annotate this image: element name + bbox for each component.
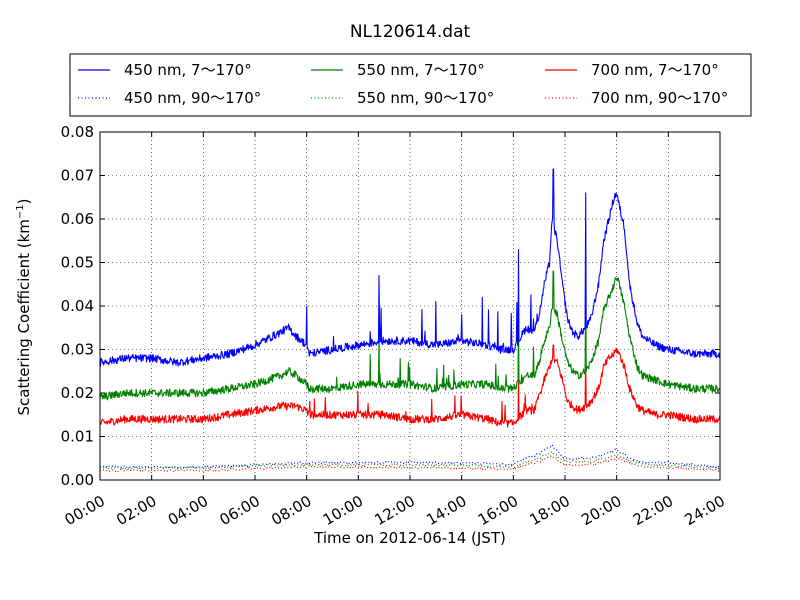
x-tick-label: 20:00 bbox=[578, 492, 624, 529]
x-tick-label: 04:00 bbox=[165, 492, 211, 529]
series-line-1 bbox=[99, 168, 721, 367]
y-tick-label: 0.03 bbox=[61, 341, 94, 359]
chart-title: NL120614.dat bbox=[350, 22, 471, 42]
y-tick-label: 0.02 bbox=[61, 384, 94, 402]
y-tick-label: 0.04 bbox=[61, 297, 94, 315]
x-tick-label: 02:00 bbox=[113, 492, 159, 529]
x-tick-label: 16:00 bbox=[475, 492, 521, 529]
plot-area: 00:00 02:00 04:00 06:00 08:00 10:00 12:00 14:00… bbox=[61, 123, 728, 529]
x-tick-label: 24:00 bbox=[682, 492, 728, 529]
y-tick-label: 0.06 bbox=[61, 210, 94, 228]
series-lines bbox=[99, 168, 721, 473]
legend-box bbox=[69, 53, 752, 117]
legend-label: 550 nm, 7～170° bbox=[357, 61, 485, 79]
y-tick-label: 0.00 bbox=[61, 471, 94, 489]
series-line-6 bbox=[99, 455, 721, 473]
x-tick-label: 14:00 bbox=[423, 492, 469, 529]
y-axis-label-main: Scattering Coefficient (km bbox=[15, 219, 33, 415]
x-tick-label: 10:00 bbox=[320, 492, 366, 529]
legend-label: 450 nm, 7～170° bbox=[124, 61, 252, 79]
legend: 450 nm, 7～170° 450 nm, 90～170° 550 nm, 7～1… bbox=[69, 53, 752, 117]
legend-label: 450 nm, 90～170° bbox=[124, 89, 261, 107]
y-tick-label: 0.08 bbox=[61, 123, 94, 141]
series-line-5 bbox=[99, 450, 721, 470]
grid-lines bbox=[100, 132, 720, 480]
y-tick-label: 0.07 bbox=[61, 167, 94, 185]
series-line-3 bbox=[99, 344, 721, 428]
x-tick-label: 08:00 bbox=[268, 492, 314, 529]
x-axis-label: Time on 2012-06-14 (JST) bbox=[313, 529, 506, 547]
x-tick-label: 22:00 bbox=[630, 492, 676, 529]
legend-label: 550 nm, 90～170° bbox=[357, 89, 494, 107]
x-tick-label: 00:00 bbox=[62, 492, 108, 529]
x-tick-label: 18:00 bbox=[527, 492, 573, 529]
legend-label: 700 nm, 7～170° bbox=[591, 61, 719, 79]
x-tick-label: 06:00 bbox=[217, 492, 263, 529]
y-tick-label: 0.01 bbox=[61, 428, 94, 446]
x-tick-label: 12:00 bbox=[372, 492, 418, 529]
legend-label: 700 nm, 90～170° bbox=[591, 89, 728, 107]
y-axis-label-tail: ) bbox=[15, 198, 33, 204]
y-tick-label: 0.05 bbox=[61, 254, 94, 272]
y-axis-label-superscript: −1 bbox=[15, 204, 26, 219]
series-line-2 bbox=[99, 270, 721, 401]
y-axis-label: Scattering Coefficient (km−1) bbox=[15, 198, 33, 415]
